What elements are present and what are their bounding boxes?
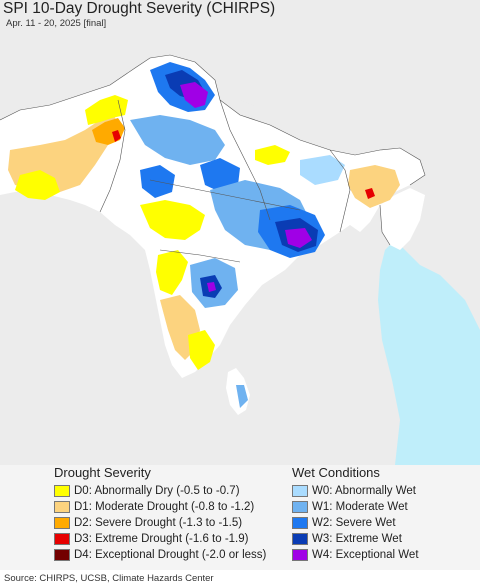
w4-south-central [207, 282, 216, 292]
legend-label-d1: D1: Moderate Drought (-0.8 to -1.2) [74, 501, 255, 513]
swatch-w4 [292, 549, 308, 561]
d3-bangladesh [365, 188, 375, 199]
source-credit: Source: CHIRPS, UCSB, Climate Hazards Ce… [4, 573, 214, 584]
legend-item-d1: D1: Moderate Drought (-0.8 to -1.2) [54, 499, 266, 515]
drought-map [0, 0, 480, 465]
legend-item-w0: W0: Abnormally Wet [292, 483, 419, 499]
swatch-w2 [292, 517, 308, 529]
d1-bangladesh [348, 165, 400, 208]
w4-kashmir [180, 82, 208, 108]
borders [0, 54, 426, 263]
legend-panel: Drought Severity D0: Abnormally Dry (-0.… [0, 465, 480, 570]
d0-south [156, 250, 188, 295]
legend-item-d3: D3: Extreme Drought (-1.6 to -1.9) [54, 531, 266, 547]
legend-item-d2: D2: Severe Drought (-1.3 to -1.5) [54, 515, 266, 531]
land-outside-north [0, 0, 480, 250]
map-title: SPI 10-Day Drought Severity (CHIRPS) [3, 0, 276, 17]
swatch-d1 [54, 501, 70, 513]
legend-label-w1: W1: Moderate Wet [312, 501, 408, 513]
legend-label-d4: D4: Exceptional Drought (-2.0 or less) [74, 549, 267, 561]
legend-item-d4: D4: Exceptional Drought (-2.0 or less) [54, 547, 266, 563]
wet-legend: Wet Conditions W0: Abnormally Wet W1: Mo… [292, 465, 419, 563]
w2-north-central [200, 158, 240, 192]
legend-label-d2: D2: Severe Drought (-1.3 to -1.5) [74, 517, 243, 529]
east-region [380, 188, 425, 250]
swatch-w3 [292, 533, 308, 545]
swatch-d4 [54, 549, 70, 561]
swatch-d0 [54, 485, 70, 497]
d0-northeast [255, 145, 290, 165]
swatch-d3 [54, 533, 70, 545]
d0-west-coast [15, 170, 60, 200]
w1-north [130, 115, 225, 165]
legend-label-w3: W3: Extreme Wet [312, 533, 402, 545]
legend-label-d0: D0: Abnormally Dry (-0.5 to -0.7) [74, 485, 240, 497]
legend-item-w1: W1: Moderate Wet [292, 499, 419, 515]
swatch-w0 [292, 485, 308, 497]
swatch-w1 [292, 501, 308, 513]
legend-item-d0: D0: Abnormally Dry (-0.5 to -0.7) [54, 483, 266, 499]
w0-northeast [300, 155, 345, 185]
map-subtitle: Apr. 11 - 20, 2025 [final] [6, 18, 107, 29]
d0-southtip [188, 330, 215, 370]
legend-label-w2: W2: Severe Wet [312, 517, 396, 529]
d3-pakistan [112, 130, 121, 142]
legend-label-d3: D3: Extreme Drought (-1.6 to -1.9) [74, 533, 249, 545]
d0-pakistan-north [85, 95, 128, 125]
legend-label-w0: W0: Abnormally Wet [312, 485, 416, 497]
w1-sri-lanka [236, 385, 248, 408]
legend-item-w4: W4: Exceptional Wet [292, 547, 419, 563]
drought-legend: Drought Severity D0: Abnormally Dry (-0.… [54, 465, 266, 563]
legend-label-w4: W4: Exceptional Wet [312, 549, 419, 561]
wet-legend-title: Wet Conditions [292, 465, 380, 480]
w4-east [285, 228, 312, 248]
legend-item-w2: W2: Severe Wet [292, 515, 419, 531]
d0-central [140, 200, 205, 240]
swatch-d2 [54, 517, 70, 529]
legend-item-w3: W3: Extreme Wet [292, 531, 419, 547]
drought-legend-title: Drought Severity [54, 465, 151, 480]
